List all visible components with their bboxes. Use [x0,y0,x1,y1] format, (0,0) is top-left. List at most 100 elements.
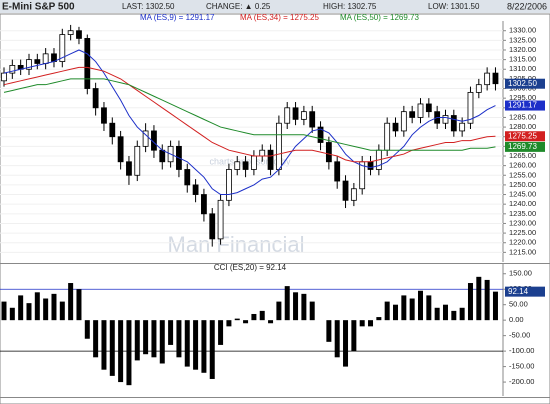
y-tick-label: 1295.00 [509,93,536,102]
bar [459,307,465,321]
candle-body [201,194,207,215]
header-bar [0,0,550,13]
bar [168,320,174,345]
bar [184,320,190,367]
bar [93,320,99,358]
bar [51,293,57,321]
value-box-label: 1302.50 [508,79,537,88]
candle-body [117,136,124,163]
candle-body [275,122,282,170]
y-tick-label: -100.00 [509,346,534,355]
legend-entry: MA (ES,9) = 1291.17 [140,13,215,22]
candle-body [234,161,241,170]
low: LOW: 1301.50 [428,2,480,11]
bar [418,290,423,321]
candle-body [92,88,99,109]
candle-body [392,122,399,132]
candle-body [484,72,491,86]
value-box [505,131,545,142]
y-tick-label: 1250.00 [509,180,536,189]
bar [9,307,15,321]
bar [76,289,82,321]
bar [293,292,299,321]
bar [309,301,315,321]
candle-body [425,103,432,113]
y-tick-label: 1235.00 [509,209,536,218]
bar [43,298,49,321]
y-tick-label: 1325.00 [509,35,536,44]
last: LAST: 1302.50 [122,2,175,11]
bar [451,310,457,321]
candle-body [42,53,49,64]
watermark: charts sponsored by [209,156,291,166]
y-tick-label: 150.00 [509,269,532,278]
candle-body [317,126,324,143]
y-tick-label: 0.00 [509,315,524,324]
bar [434,307,440,321]
bar [359,320,365,327]
candle-body [267,149,274,170]
date: 8/22/2006 [507,1,547,11]
y-tick-label: 1220.00 [509,238,536,247]
bar [409,298,415,321]
candle-body [142,130,149,147]
y-tick-label: 50.00 [509,300,528,309]
y-tick-label: 1225.00 [509,228,536,237]
panel-title: CCI (ES,20) = 92.14 [214,263,287,272]
bar [226,320,232,327]
y-tick-label: 1315.00 [509,55,536,64]
candle-body [350,188,357,201]
bar [492,291,498,321]
y-tick-label: 1320.00 [509,45,536,54]
candle-body [284,107,291,124]
candle-body [126,161,132,176]
candle-body [101,107,107,124]
candle-body [409,111,416,118]
candle-body [492,72,499,85]
y-tick-label: 1280.00 [509,122,536,131]
bar [201,320,207,373]
y-tick-label: 1330.00 [509,26,536,35]
legend-entry: MA (ES,50) = 1269.73 [340,13,419,22]
candle-body [76,30,82,39]
candle-body [459,122,466,132]
bar [34,292,40,321]
candle-body [367,161,374,170]
candle-body [59,34,66,62]
candle-body [450,115,457,132]
bar [343,320,349,367]
value-box [505,286,545,297]
y-tick-label: 1305.00 [509,74,536,83]
candle-body [325,142,332,163]
candle-body [309,111,316,128]
y-tick-label: 1260.00 [509,161,536,170]
bar [101,320,107,370]
ma-line [3,49,496,196]
y-tick-label: 1245.00 [509,190,536,199]
bar [384,301,390,321]
y-tick-label: 1240.00 [509,199,536,208]
value-box [505,141,545,152]
candle-body [209,213,216,240]
candle-body [467,91,474,124]
candle-body [226,169,232,201]
bar [334,320,340,358]
bar [209,320,215,379]
bar [476,276,482,321]
candle-body [67,30,74,35]
y-tick-label: 1285.00 [509,112,536,121]
bar [18,295,24,321]
candle-body [442,115,449,124]
bar [193,320,199,370]
value-box [505,100,545,111]
bar [268,320,274,324]
bar [401,295,407,321]
watermark: Man Financial [168,232,305,257]
bar [59,301,65,321]
bar [259,310,265,321]
candle-body [34,59,41,64]
candle-body [134,145,141,176]
bar [68,283,74,321]
